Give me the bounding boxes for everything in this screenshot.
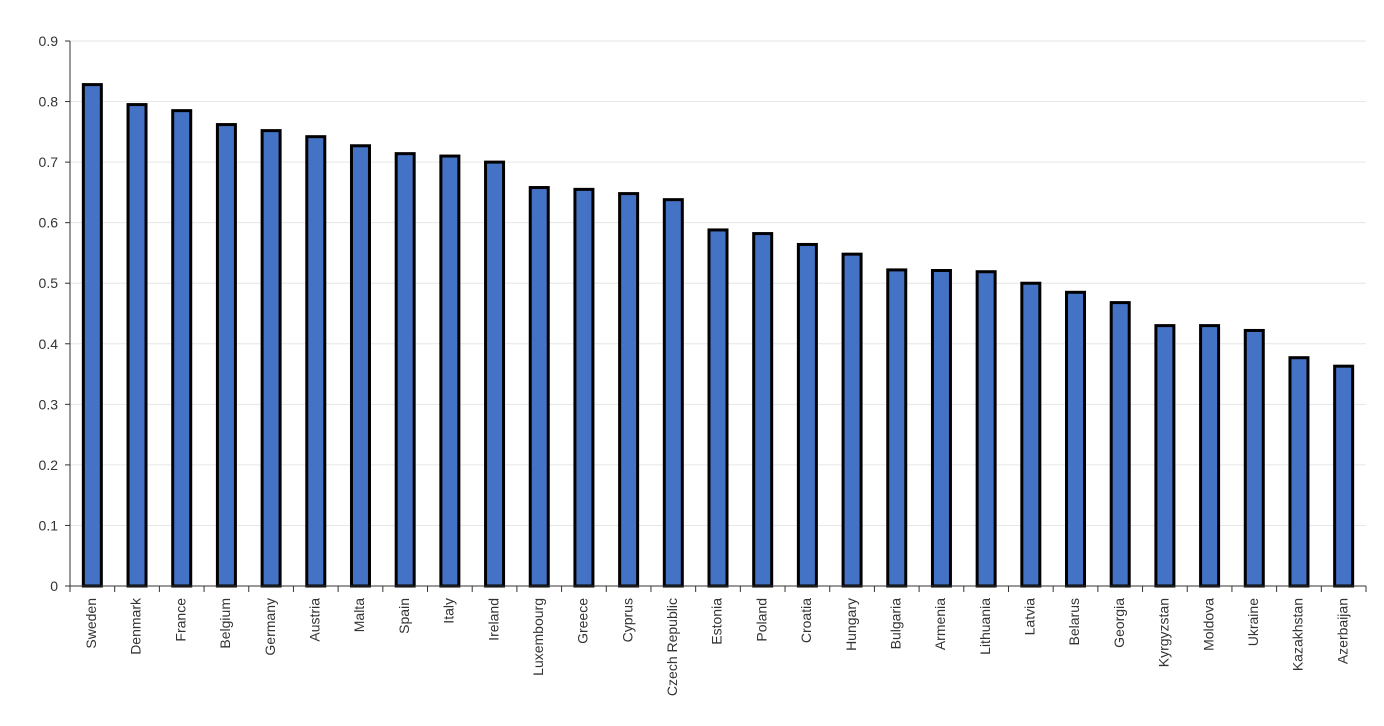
bar-poland — [752, 232, 774, 588]
x-tick-label: Latvia — [1022, 598, 1038, 636]
bar-sweden — [81, 83, 103, 588]
bar-austria — [305, 135, 327, 588]
bar-series — [81, 83, 1355, 588]
x-tick-label: Ireland — [485, 598, 501, 641]
bar-armenia — [930, 269, 952, 588]
x-tick-label: Germany — [262, 598, 278, 656]
bar-denmark — [126, 103, 148, 588]
x-tick-label: Hungary — [843, 598, 859, 651]
y-tick-label: 0.1 — [39, 517, 59, 533]
bar-czech-republic — [662, 198, 684, 588]
x-tick-label: Lithuania — [977, 598, 993, 655]
bar-belgium — [215, 123, 237, 588]
x-tick-label: France — [172, 598, 188, 642]
bar-kyrgyzstan — [1154, 324, 1176, 588]
x-tick-label: Spain — [396, 598, 412, 634]
bar-france — [171, 109, 193, 588]
y-tick-label: 0.4 — [39, 336, 59, 352]
y-axis: 0 0.1 0.2 0.3 0.4 0.5 0.6 0.7 0.8 0.9 — [39, 33, 71, 594]
x-tick-label: Cyprus — [619, 598, 635, 642]
y-tick-label: 0.8 — [39, 94, 59, 110]
x-tick-labels: Sweden Denmark France Belgium Germany Austria… — [83, 597, 1350, 696]
x-tick-label: Georgia — [1111, 598, 1127, 648]
x-axis — [69, 585, 1367, 592]
bar-italy — [439, 154, 461, 588]
bar-malta — [349, 144, 371, 588]
x-tick-label: Bulgaria — [887, 598, 903, 650]
bar-greece — [573, 187, 595, 588]
x-tick-label: Estonia — [709, 598, 725, 645]
x-tick-label: Austria — [306, 598, 322, 642]
bar-georgia — [1109, 301, 1131, 588]
bar-hungary — [841, 252, 863, 588]
x-tick-label: Denmark — [128, 597, 144, 655]
y-tick-label: 0.5 — [39, 275, 59, 291]
bar-lithuania — [975, 270, 997, 588]
bar-ukraine — [1243, 328, 1265, 588]
bar-croatia — [796, 242, 818, 588]
bar-spain — [394, 152, 416, 588]
bar-belarus — [1065, 290, 1087, 588]
y-tick-label: 0 — [50, 578, 58, 594]
x-tick-label: Belarus — [1066, 598, 1082, 645]
bar-latvia — [1020, 281, 1042, 588]
x-tick-label: Czech Republic — [664, 598, 680, 696]
bar-cyprus — [618, 192, 640, 588]
bar-bulgaria — [886, 268, 908, 588]
y-tick-label: 0.9 — [39, 33, 59, 49]
y-tick-label: 0.7 — [39, 154, 59, 170]
x-tick-label: Luxembourg — [530, 598, 546, 676]
x-tick-label: Azerbaijan — [1334, 598, 1350, 664]
x-tick-label: Kyrgyzstan — [1156, 598, 1172, 667]
y-tick-label: 0.2 — [39, 457, 59, 473]
bar-ireland — [484, 160, 506, 588]
x-tick-label: Kazakhstan — [1290, 598, 1306, 671]
x-tick-label: Belgium — [217, 598, 233, 649]
x-tick-label: Moldova — [1200, 598, 1216, 651]
bar-azerbaijan — [1333, 364, 1355, 588]
bar-kazakhstan — [1288, 356, 1310, 588]
bar-germany — [260, 129, 282, 588]
x-tick-label: Sweden — [83, 598, 99, 649]
x-tick-label: Malta — [351, 598, 367, 632]
x-tick-label: Italy — [441, 598, 457, 624]
x-tick-label: Poland — [753, 598, 769, 642]
x-tick-label: Ukraine — [1245, 598, 1261, 646]
x-tick-label: Armenia — [932, 598, 948, 650]
y-tick-label: 0.6 — [39, 215, 59, 231]
x-tick-label: Greece — [575, 598, 591, 644]
bar-luxembourg — [528, 186, 550, 588]
y-tick-label: 0.3 — [39, 396, 59, 412]
bar-estonia — [707, 228, 729, 588]
x-tick-label: Croatia — [798, 598, 814, 643]
bar-moldova — [1199, 324, 1221, 588]
